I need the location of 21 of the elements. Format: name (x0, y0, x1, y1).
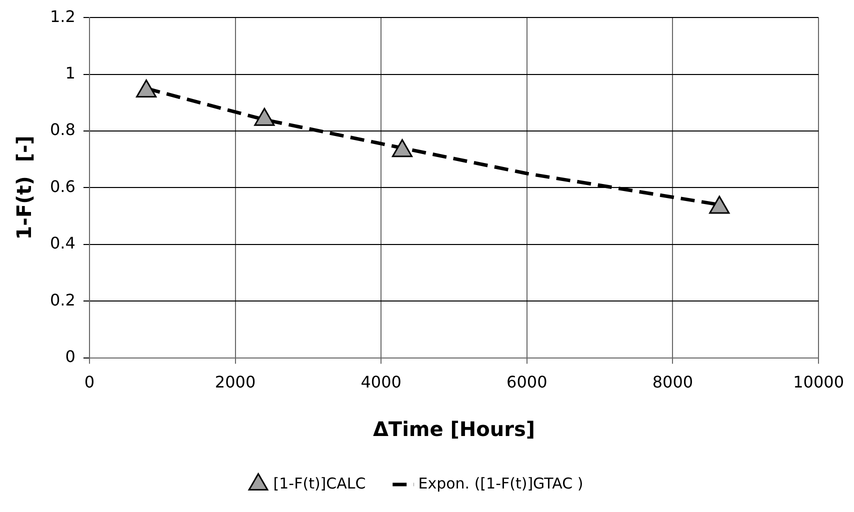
x-tick-label: 0 (84, 372, 95, 392)
x-tick-label: 4000 (360, 372, 402, 392)
point (392, 139, 413, 158)
point (709, 196, 730, 214)
x-axis-title: ΔTime [Hours] (372, 417, 536, 442)
y-tick-label: 1 (65, 63, 76, 82)
x-tick-label: 10000 (793, 372, 844, 392)
y-tick-label: 0.2 (50, 290, 76, 310)
legend-label: Expon. ([1-F(t)]GTAC ) (418, 474, 584, 492)
y-tick-label: 0.4 (50, 234, 76, 253)
x-tick-label: 8000 (652, 372, 694, 392)
x-tick-label: 6000 (506, 372, 548, 392)
legend-label: [1-F(t)]CALC (273, 474, 366, 492)
point (136, 80, 157, 98)
y-tick-label: 0 (65, 346, 76, 366)
point (254, 108, 275, 126)
x-tick-label: 2000 (214, 372, 256, 392)
y-tick-label: 0.6 (50, 176, 76, 196)
y-tick-label: 1.2 (50, 6, 76, 26)
y-tick-label: 0.8 (50, 120, 76, 140)
y-axis-title: 1-F(t) [-] (12, 136, 36, 240)
